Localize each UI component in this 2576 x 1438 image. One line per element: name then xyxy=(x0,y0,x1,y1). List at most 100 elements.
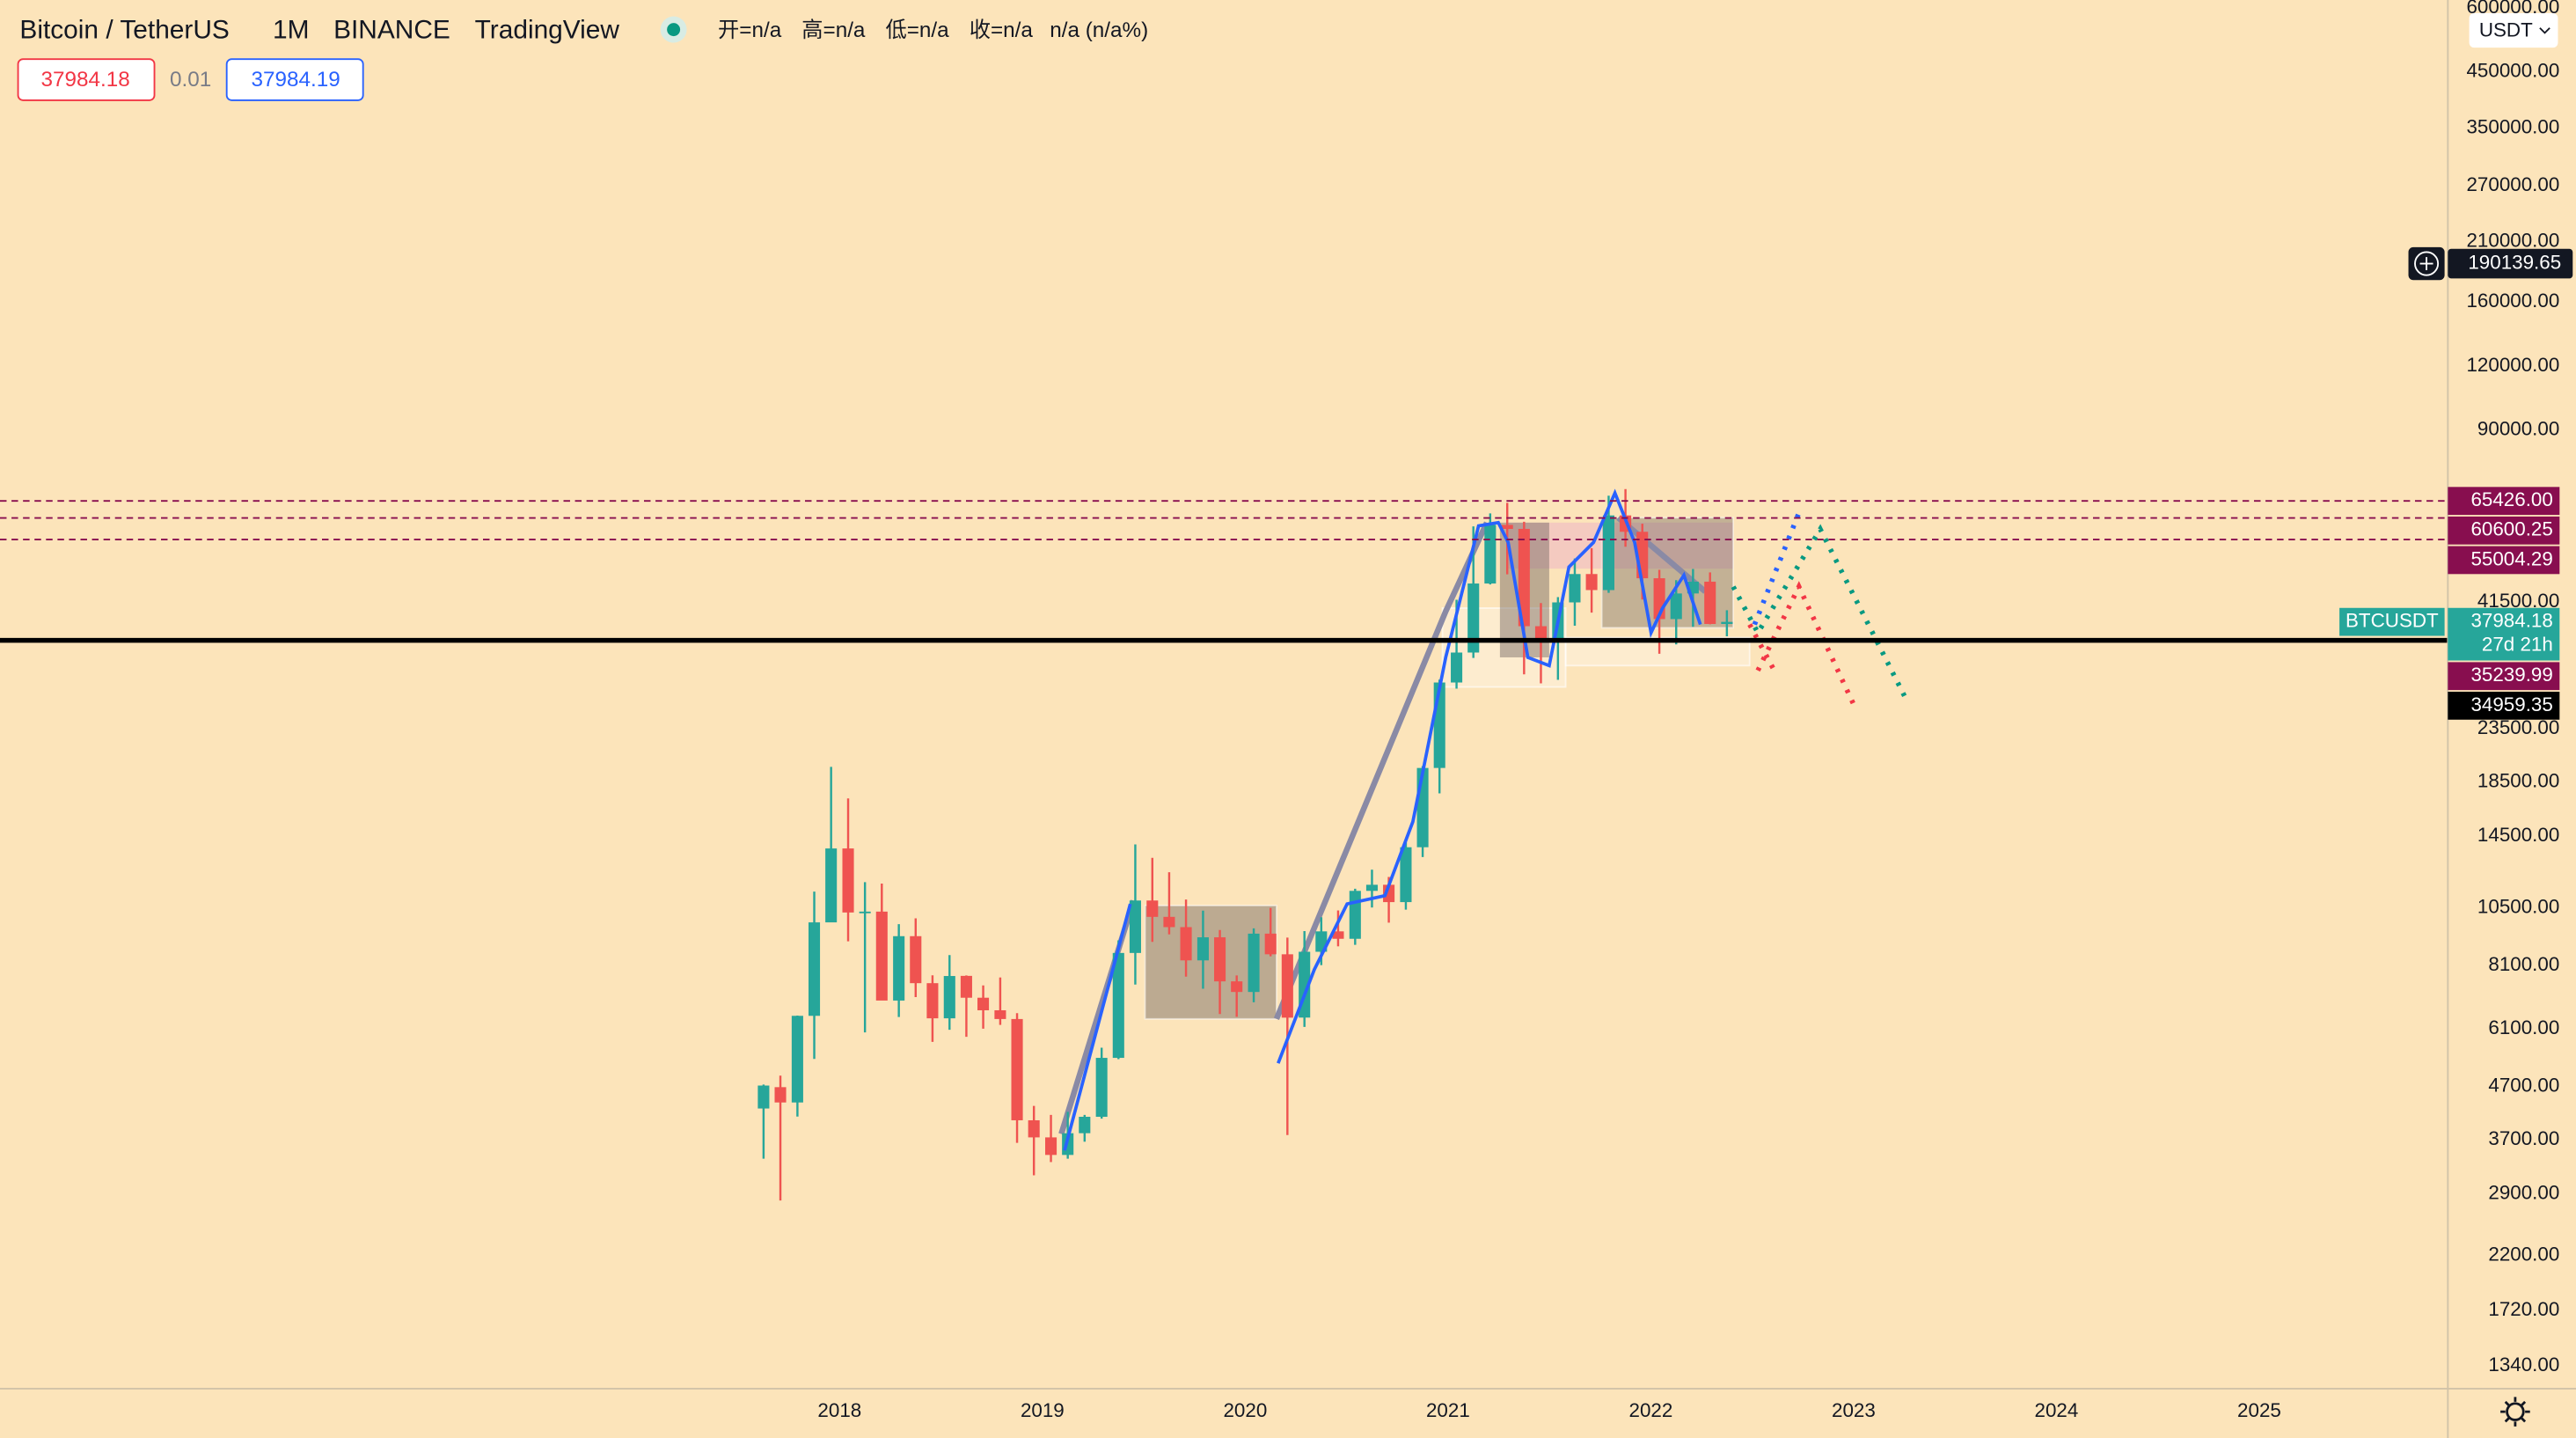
y-tick-label: 10500.00 xyxy=(2477,896,2559,918)
price-label: 35239.99 xyxy=(2470,664,2552,686)
bid[interactable]: 37984.18 xyxy=(40,68,129,92)
candle-body xyxy=(994,1009,1006,1019)
ohlc: 收=n/a xyxy=(970,18,1034,42)
candle-body xyxy=(1180,927,1192,961)
settings-icon[interactable] xyxy=(2500,1397,2530,1427)
add-icon xyxy=(2414,251,2440,276)
candle-body xyxy=(1721,621,1733,625)
candle-body xyxy=(1467,583,1480,653)
candle-body xyxy=(943,976,955,1019)
legend: Bitcoin / TetherUS 1M BINANCE TradingVie… xyxy=(17,12,2558,1427)
candle-body xyxy=(1264,933,1277,955)
candle-body xyxy=(1214,937,1226,982)
candle-body xyxy=(1231,981,1243,993)
candle-body xyxy=(1365,884,1378,891)
candle-body xyxy=(1534,626,1548,640)
currency[interactable]: USDT xyxy=(2479,18,2533,40)
candle-body xyxy=(875,911,888,1001)
y-tick-label: 18500.00 xyxy=(2477,769,2559,791)
candle-body xyxy=(1146,900,1159,917)
candle-body xyxy=(1400,847,1412,903)
x-tick-label: 2020 xyxy=(1223,1399,1267,1421)
sell-button[interactable] xyxy=(17,58,156,101)
crosshair-label-bg xyxy=(2448,248,2573,279)
change: n/a (n/a%) xyxy=(1050,18,1148,42)
y-tick-label: 450000.00 xyxy=(2466,60,2559,82)
candle-body xyxy=(791,1016,803,1103)
spread: 0.01 xyxy=(170,68,211,92)
candle-body xyxy=(1332,931,1344,939)
y-tick-label: 3700.00 xyxy=(2488,1127,2559,1149)
price-label: 65426.00 xyxy=(2470,488,2552,510)
candle-body xyxy=(1045,1137,1057,1156)
add-icon xyxy=(2419,257,2433,271)
candle-body xyxy=(1585,574,1598,591)
status-dot xyxy=(667,23,681,37)
candle-body xyxy=(910,935,922,984)
candle-body xyxy=(1602,515,1615,591)
candle-body xyxy=(1095,1058,1108,1118)
y-tick-label: 8100.00 xyxy=(2488,953,2559,975)
candle-body xyxy=(926,983,939,1019)
crosshair-label: 190139.65 xyxy=(2468,251,2561,273)
candle-body xyxy=(1704,581,1716,625)
currency-button[interactable] xyxy=(2469,12,2558,48)
x-tick-label: 2025 xyxy=(2237,1399,2281,1421)
candle-body xyxy=(1163,916,1175,928)
y-tick-label: 23500.00 xyxy=(2477,716,2559,738)
ask[interactable]: 37984.19 xyxy=(252,68,340,92)
candle-body xyxy=(808,922,821,1016)
candle-body xyxy=(1079,1117,1091,1134)
y-tick-label: 2200.00 xyxy=(2488,1244,2559,1266)
candle-body xyxy=(1112,952,1124,1059)
ohlc: 开=n/a xyxy=(718,18,782,42)
price-label-bg xyxy=(2448,487,2560,516)
y-tick-label: 1340.00 xyxy=(2488,1354,2559,1376)
candle-body xyxy=(825,848,838,923)
countdown: 27d 21h xyxy=(2482,634,2553,656)
price-label: 34959.35 xyxy=(2470,693,2552,715)
candle-body xyxy=(774,1087,787,1103)
x-tick-label: 2019 xyxy=(1021,1399,1065,1421)
x-tick-label: 2024 xyxy=(2035,1399,2079,1421)
candle-body xyxy=(977,997,990,1010)
y-tick-label: 120000.00 xyxy=(2466,354,2559,376)
y-tick-label: 14500.00 xyxy=(2477,824,2559,846)
candle-body xyxy=(1349,891,1361,939)
dropdown-icon xyxy=(2539,27,2550,34)
x-tick-label: 2021 xyxy=(1426,1399,1470,1421)
candle-body xyxy=(842,848,854,913)
symbol: Bitcoin / TetherUS xyxy=(19,15,229,44)
price-label: 55004.29 xyxy=(2470,547,2552,569)
price-label-bg xyxy=(2448,546,2560,575)
x-tick-label: 2023 xyxy=(1832,1399,1876,1421)
ohlc: 高=n/a xyxy=(801,18,866,42)
candle-body xyxy=(1451,652,1463,683)
price-label: 37984.18 xyxy=(2470,610,2552,632)
exchange: BINANCE xyxy=(333,15,450,44)
candle-body xyxy=(757,1085,770,1109)
y-tick-label: 2900.00 xyxy=(2488,1182,2559,1204)
price-label: 60600.25 xyxy=(2470,518,2552,540)
price-lines xyxy=(0,500,2448,643)
y-tick-label: 270000.00 xyxy=(2466,173,2559,195)
symbol-label: BTCUSDT xyxy=(2345,610,2439,632)
ohlc: 低=n/a xyxy=(886,18,950,42)
candle-body xyxy=(1484,525,1497,584)
y-tick-label: 210000.00 xyxy=(2466,229,2559,251)
candle-body xyxy=(960,975,972,998)
y-tick-label: 350000.00 xyxy=(2466,115,2559,137)
candle-body xyxy=(1248,933,1260,993)
x-tick-label: 2022 xyxy=(1629,1399,1673,1421)
y-tick-label: 4700.00 xyxy=(2488,1075,2559,1097)
price-label-bg xyxy=(2448,692,2560,720)
candle-body xyxy=(1518,528,1530,627)
y-tick-label: 160000.00 xyxy=(2466,290,2559,312)
buy-button[interactable] xyxy=(225,58,364,101)
x-tick-label: 2018 xyxy=(817,1399,861,1421)
candle-body xyxy=(1281,954,1293,1018)
price-label-bg xyxy=(2448,662,2560,691)
